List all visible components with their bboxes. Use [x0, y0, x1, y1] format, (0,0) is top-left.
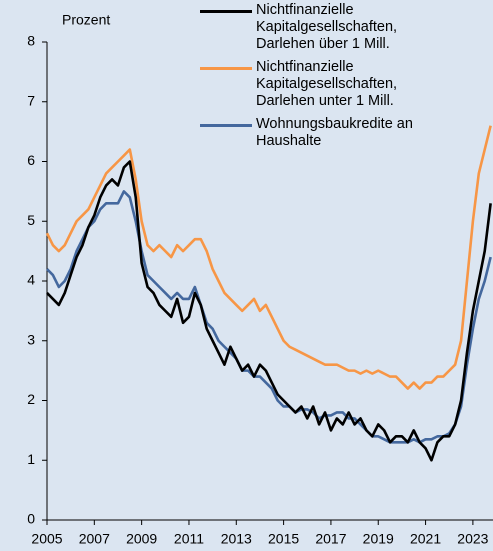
legend-item: Wohnungsbaukredite an Haushalte — [200, 116, 436, 150]
x-tick-label: 2021 — [410, 531, 441, 547]
legend-swatch — [200, 10, 252, 13]
legend-item: Nichtfinanzielle Kapitalgesellschaften, … — [200, 59, 436, 110]
legend-label: Nichtfinanzielle Kapitalgesellschaften, … — [256, 59, 398, 109]
legend-swatch — [200, 124, 252, 127]
y-tick-label: 7 — [27, 92, 35, 108]
y-tick-label: 0 — [27, 511, 35, 527]
series-line — [45, 125, 492, 390]
x-tick-label: 2019 — [363, 531, 394, 547]
legend-item: Nichtfinanzielle Kapitalgesellschaften, … — [200, 2, 436, 53]
series-line — [46, 190, 492, 444]
x-tick-label: 2011 — [174, 531, 204, 547]
legend-swatch — [200, 67, 252, 70]
x-tick-label: 2023 — [457, 531, 488, 547]
y-tick-label: 4 — [27, 272, 35, 288]
x-tick-label: 2009 — [126, 531, 157, 547]
x-tick-label: 2005 — [31, 531, 62, 547]
x-tick-label: 2007 — [79, 531, 110, 547]
y-axis-label: Prozent — [62, 12, 110, 28]
series-line — [46, 160, 492, 462]
x-tick-label: 2017 — [315, 531, 346, 547]
x-tick-label: 2015 — [268, 531, 299, 547]
legend-label: Wohnungsbaukredite an Haushalte — [256, 116, 413, 149]
y-tick-label: 6 — [27, 152, 35, 168]
y-tick-label: 1 — [27, 451, 35, 467]
y-tick-label: 5 — [27, 212, 35, 228]
legend: Nichtfinanzielle Kapitalgesellschaften, … — [200, 2, 492, 156]
y-tick-label: 3 — [27, 331, 35, 347]
y-tick-label: 8 — [27, 33, 35, 49]
legend-label: Nichtfinanzielle Kapitalgesellschaften, … — [256, 2, 398, 52]
y-tick-label: 2 — [27, 391, 35, 407]
x-tick-label: 2013 — [221, 531, 252, 547]
